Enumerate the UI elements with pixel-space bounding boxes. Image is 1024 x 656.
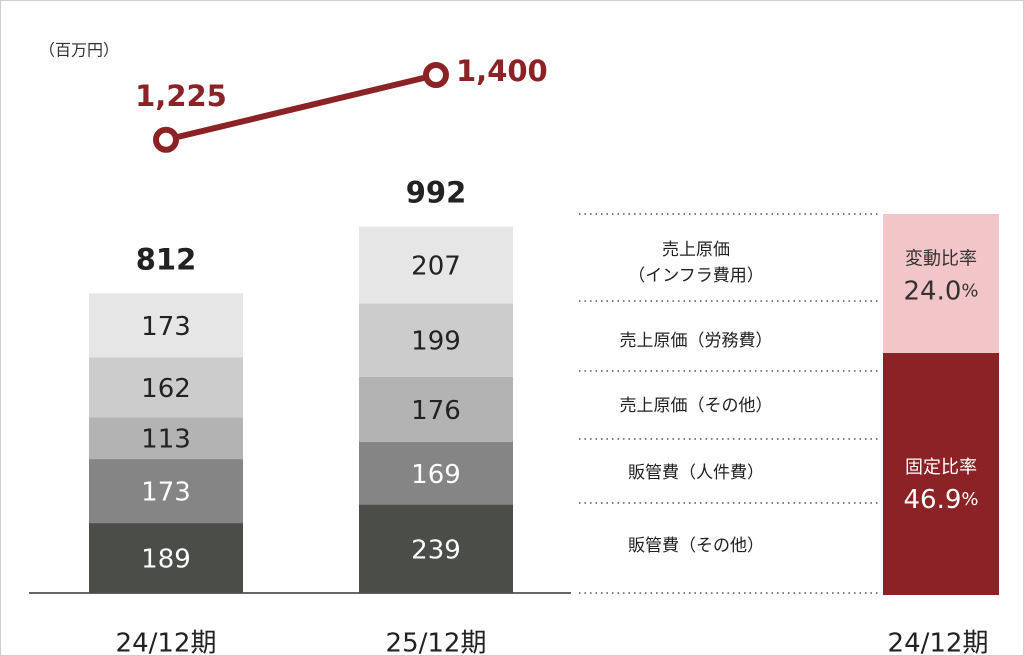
- bar-segment: [89, 523, 243, 593]
- ratio-unit: %: [961, 281, 978, 302]
- line-label: 1,225: [135, 79, 227, 113]
- total-label: 992: [406, 176, 467, 210]
- x-tick-label: 25/12期: [386, 629, 487, 656]
- unit-label: （百万円）: [39, 41, 119, 60]
- bar-segment: [89, 417, 243, 460]
- ratio-label: 変動比率: [905, 249, 977, 270]
- ratio-value: 46.9%: [904, 485, 979, 515]
- segment-label: 199: [411, 327, 461, 357]
- ratio-value: 24.0%: [904, 276, 979, 306]
- bar-segment: [359, 376, 513, 443]
- legend-label: 売上原価（労務費）: [619, 331, 773, 351]
- segment-label: 176: [411, 396, 461, 426]
- bar-segment: [89, 459, 243, 524]
- bar-segment: [359, 504, 513, 593]
- legend-label: 販管費（その他）: [628, 536, 764, 556]
- ratio-number: 46.9: [904, 485, 962, 515]
- segment-label: 239: [411, 535, 461, 565]
- bar-segment: [89, 293, 243, 358]
- line-label: 1,400: [456, 54, 548, 88]
- segment-label: 173: [141, 312, 191, 342]
- ratio-box: [883, 353, 999, 595]
- line: [165, 72, 437, 143]
- segment-label: 189: [141, 545, 191, 575]
- segment-label: 207: [411, 251, 461, 281]
- segment-label: 113: [141, 425, 191, 455]
- x-tick-label: 24/12期: [116, 629, 217, 656]
- segment-label: 162: [141, 374, 191, 404]
- ratio-number: 24.0: [904, 276, 962, 306]
- bar-segment: [359, 442, 513, 505]
- x-tick-label: 24/12期: [888, 629, 989, 656]
- ratio-box: [883, 214, 999, 353]
- segment-label: 173: [141, 478, 191, 508]
- total-label: 812: [136, 242, 197, 276]
- line-point: [153, 126, 179, 153]
- bar-segment: [359, 303, 513, 377]
- bar-segment: [89, 357, 243, 418]
- legend-label: 販管費（人件費）: [628, 463, 764, 483]
- ratio-unit: %: [961, 489, 978, 510]
- line-point: [423, 62, 449, 88]
- ratio-label: 固定比率: [905, 457, 977, 478]
- segment-label: 169: [411, 460, 461, 490]
- legend-label: 売上原価（その他）: [619, 396, 773, 416]
- legend-label: 売上原価 （インフラ費用）: [628, 240, 764, 286]
- bar-segment: [359, 226, 513, 304]
